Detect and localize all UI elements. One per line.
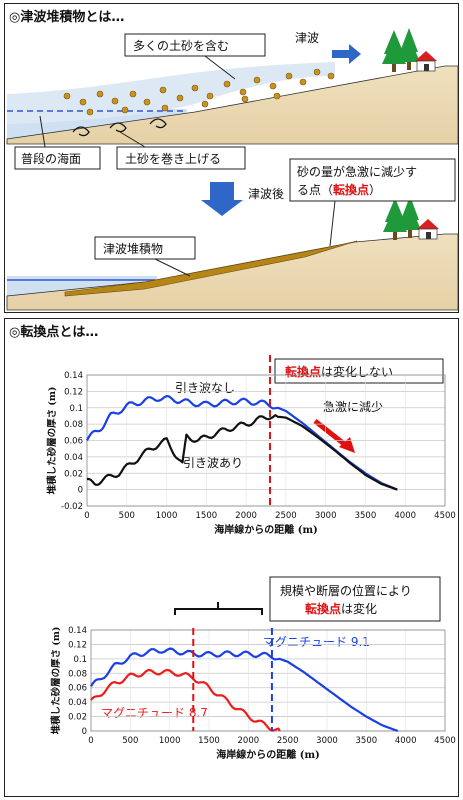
y-tick-label: 0.1	[73, 655, 87, 665]
tsunami-arrow-icon	[332, 44, 361, 64]
sharp-drop-arrow-icon	[313, 419, 355, 453]
tsunami-label: 津波	[295, 31, 319, 45]
callout2-red: 転換点	[305, 601, 341, 616]
house-upper-icon	[415, 51, 437, 72]
deposit-label: 津波堆積物	[103, 241, 163, 256]
land-upper	[6, 65, 459, 145]
y-tick-label: 0.14	[68, 626, 87, 636]
x-tick-label: 500	[122, 736, 138, 746]
series-line-1	[90, 647, 399, 733]
x-tick-label: 4500	[434, 511, 456, 521]
y-tick-label: 0.14	[64, 371, 83, 381]
y-tick-label: 0.06	[64, 437, 83, 447]
x-tick-label: 3000	[315, 511, 337, 521]
callout1-text: 転換点は変化しない	[285, 364, 393, 379]
callout2-line2: 転換点は変化	[305, 601, 377, 616]
after-tsunami-label: 津波後	[248, 187, 284, 201]
turn-point-suffix: ）	[369, 183, 381, 197]
y-tick-label: 0.08	[64, 420, 83, 430]
y-tick-label: 0.04	[64, 453, 83, 463]
callout1-rest: は変化しない	[321, 364, 393, 379]
backwash-label: 引き波あり	[183, 456, 243, 470]
deposit-layer	[64, 240, 358, 297]
tsunami-deposit-diagram: 津波 多くの土砂を含む 普段の海面 土砂を巻き上げる 津波後 津波堆積物 砂の量…	[6, 28, 459, 311]
turn-point-red: 転換点	[333, 182, 369, 197]
y-tick-label: 0.02	[64, 469, 83, 479]
trees-lower-icon	[383, 196, 421, 240]
turn-point-line2: る点（転換点）	[297, 182, 381, 197]
x-tick-label: 2500	[275, 511, 297, 521]
x-tick-label: 3500	[356, 736, 378, 746]
y-axis-label: 堆積した砂層の厚さ (m)	[50, 627, 62, 735]
x-tick-label: 3000	[316, 736, 338, 746]
x-tick-label: 1500	[196, 511, 218, 521]
turning-point-charts: 転換点は変化しない 引き波なし 引き波あり 急激に減少 規模や断層の位置により …	[46, 355, 456, 761]
tsunami-deposit-panel: ◎津波堆積物とは…	[4, 3, 459, 313]
y-tick-label: -0.02	[61, 502, 83, 512]
no-backwash-label: 引き波なし	[175, 381, 235, 395]
tsunami-wave-upper	[7, 62, 335, 124]
m91-label: マグニチュード 9.1	[263, 635, 370, 649]
x-tick-label: 2500	[277, 736, 299, 746]
x-tick-label: 0	[88, 736, 93, 746]
x-tick-label: 0	[84, 511, 89, 521]
y-tick-label: 0.08	[68, 669, 87, 679]
callout2-rest: は変化	[341, 601, 377, 616]
y-tick-label: 0.06	[68, 684, 87, 694]
y-tick-label: 0.12	[64, 387, 83, 397]
x-tick-label: 4500	[434, 736, 456, 746]
house-lower-icon	[417, 219, 439, 240]
panel1-title: ◎津波堆積物とは…	[9, 10, 125, 25]
plot-area	[90, 629, 446, 732]
x-axis-label: 海岸線からの距離 (m)	[216, 748, 320, 761]
bracket	[174, 602, 263, 615]
y-tick-label: 0.1	[69, 404, 83, 414]
stir-up-label: 土砂を巻き上げる	[125, 152, 221, 166]
callout1-red: 転換点	[285, 364, 321, 379]
x-tick-label: 4000	[395, 736, 417, 746]
x-tick-label: 1500	[198, 736, 220, 746]
chart-2: 0 0.02 0.04 0.06 0.08 0.1 0.12 0.14 0 500 1000 1500…	[50, 626, 456, 761]
turn-point-line1: 砂の量が急激に減少す	[297, 164, 417, 179]
x-tick-label: 2000	[235, 511, 257, 521]
turn-point-prefix: る点（	[297, 183, 333, 197]
x-tick-label: 2000	[238, 736, 260, 746]
x-tick-label: 1000	[156, 511, 178, 521]
callout2-line1: 規模や断層の位置により	[280, 583, 412, 598]
sediment-rich-label: 多くの土砂を含む	[133, 38, 229, 53]
x-tick-label: 4000	[394, 511, 416, 521]
y-tick-label: 0.02	[68, 713, 87, 723]
after-tsunami-arrow-icon	[201, 182, 243, 216]
turning-point-panel: ◎転換点とは… 転換点は変化しない 引き波なし 引き波あり 急激に減少 規模や断…	[4, 318, 459, 797]
normal-sea-label: 普段の海面	[21, 151, 81, 166]
y-tick-label: 0.04	[68, 698, 87, 708]
sediment-particles	[63, 68, 335, 116]
series-line-2	[90, 668, 281, 732]
series-line-2	[86, 414, 398, 491]
m87-label: マグニチュード 8.7	[101, 706, 208, 720]
x-tick-label: 1000	[159, 736, 181, 746]
sharp-drop-label: 急激に減少	[323, 399, 383, 414]
swirl-arrows	[72, 118, 167, 137]
x-tick-label: 500	[119, 511, 135, 521]
x-axis-label: 海岸線からの距離 (m)	[214, 523, 318, 536]
panel2-title: ◎転換点とは…	[9, 325, 99, 340]
y-tick-label: 0.12	[68, 640, 87, 650]
y-tick-label: 0	[78, 486, 83, 496]
y-axis-label: 堆積した砂層の厚さ (m)	[46, 387, 58, 495]
y-tick-label: 0	[82, 727, 87, 737]
x-tick-label: 3500	[355, 511, 377, 521]
land-lower	[6, 233, 459, 311]
trees-upper-icon	[382, 28, 420, 72]
